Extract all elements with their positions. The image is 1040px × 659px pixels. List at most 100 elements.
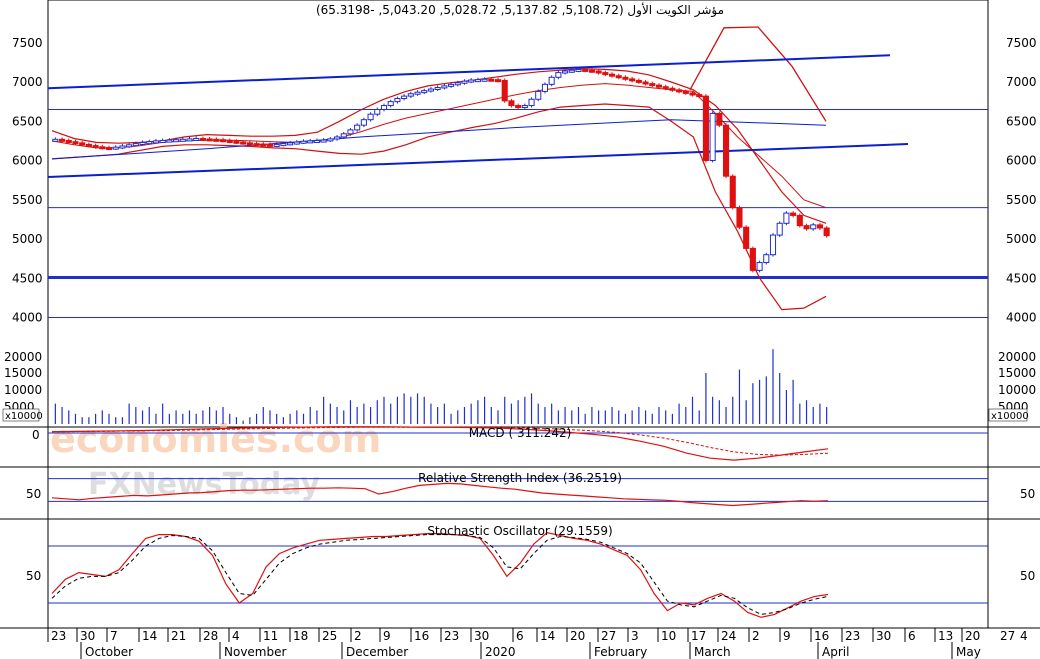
x-day-label: 16 bbox=[814, 629, 829, 643]
stochastic-k-line bbox=[51, 532, 829, 618]
chart-title: مؤشر الكويت الأول (5,108.72, 5,137.82, 5… bbox=[316, 2, 724, 18]
candle-body bbox=[407, 93, 414, 97]
volume-tick-right: 15000 bbox=[998, 366, 1036, 380]
x-day-label: 21 bbox=[171, 629, 186, 643]
price-tick-right: 7500 bbox=[1006, 36, 1037, 50]
volume-tick-right: 20000 bbox=[998, 350, 1036, 364]
x-day-label: 23 bbox=[444, 629, 459, 643]
candle-body bbox=[307, 140, 314, 144]
x-day-label: 2 bbox=[354, 629, 362, 643]
candle-body bbox=[582, 68, 589, 72]
candle-body bbox=[320, 139, 327, 143]
price-tick-right: 5000 bbox=[1006, 232, 1037, 246]
candle-body bbox=[280, 143, 287, 147]
candle-body bbox=[293, 141, 300, 145]
candle-body bbox=[99, 146, 106, 150]
x-day-label: 27 bbox=[601, 629, 616, 643]
stochastic-tick-left: 50 bbox=[26, 569, 41, 583]
candle-body bbox=[159, 139, 166, 143]
candle-body bbox=[608, 73, 616, 77]
macd-line bbox=[51, 426, 829, 461]
price-tick-right: 5500 bbox=[1006, 193, 1037, 207]
candle-body bbox=[119, 145, 126, 149]
candle-body bbox=[736, 207, 743, 228]
bollinger-spike bbox=[689, 26, 827, 122]
candle-body bbox=[749, 247, 756, 271]
candle-body bbox=[474, 79, 481, 83]
candle-body bbox=[380, 105, 388, 110]
candle-body bbox=[783, 212, 790, 224]
x-month-label: November bbox=[224, 645, 286, 659]
candle-body bbox=[655, 84, 663, 88]
candle-body bbox=[568, 69, 575, 73]
x-month-label: October bbox=[85, 645, 133, 659]
price-tick-left: 4000 bbox=[12, 311, 43, 325]
macd-title: MACD ( 311.242) bbox=[469, 426, 572, 440]
price-tick-right: 7000 bbox=[1006, 75, 1037, 89]
candle-body bbox=[166, 139, 173, 143]
candle-body bbox=[253, 143, 260, 147]
candle-body bbox=[555, 72, 562, 78]
candle-body bbox=[186, 138, 193, 142]
candle-body bbox=[541, 83, 549, 92]
x-month-label: 2020 bbox=[485, 645, 516, 659]
x-day-label: 4 bbox=[232, 629, 240, 643]
candle-body bbox=[468, 79, 475, 83]
candle-body bbox=[193, 138, 200, 142]
volume-unit-left: x10000 bbox=[5, 411, 43, 422]
x-day-label: 20 bbox=[570, 629, 585, 643]
macd-tick-left: 0 bbox=[32, 428, 40, 442]
volume-tick-left: 15000 bbox=[4, 366, 42, 380]
candle-body bbox=[313, 139, 320, 143]
candle-body bbox=[273, 143, 280, 147]
candle-body bbox=[729, 175, 736, 209]
candle-body bbox=[327, 138, 334, 142]
candle-body bbox=[226, 139, 233, 143]
candle-body bbox=[233, 140, 240, 144]
candle-body bbox=[287, 142, 294, 146]
price-tick-right: 4000 bbox=[1006, 311, 1037, 325]
volume-unit-box-left bbox=[2, 408, 40, 422]
x-month-label: May bbox=[956, 645, 981, 659]
x-day-label: 30 bbox=[876, 629, 891, 643]
stochastic-d-line bbox=[51, 534, 829, 615]
price-tick-left: 5000 bbox=[12, 232, 43, 246]
candle-body bbox=[515, 105, 522, 109]
candle-body bbox=[246, 142, 253, 146]
volume-tick-right: 10000 bbox=[998, 383, 1036, 397]
volume-unit-right: x10000 bbox=[991, 411, 1029, 422]
candle-body bbox=[401, 95, 408, 99]
stochastic-title: Stochastic Oscillator (29.1559) bbox=[427, 524, 612, 538]
x-month-label: February bbox=[594, 645, 647, 659]
candle-body bbox=[823, 227, 830, 237]
bollinger-upper bbox=[51, 68, 827, 224]
candle-body bbox=[488, 78, 495, 82]
x-month-label: April bbox=[822, 645, 849, 659]
candle-body bbox=[790, 212, 797, 216]
candle-body bbox=[722, 124, 730, 177]
candle-body bbox=[65, 139, 72, 143]
candle-body bbox=[213, 138, 220, 142]
rsi-tick-left: 50 bbox=[26, 487, 41, 501]
candle-body bbox=[206, 138, 213, 142]
macd-signal-line bbox=[51, 426, 829, 456]
candle-body bbox=[199, 138, 206, 142]
candle-body bbox=[448, 83, 455, 87]
x-day-label: 28 bbox=[203, 629, 218, 643]
candle-body bbox=[179, 138, 186, 142]
candle-body bbox=[803, 225, 810, 230]
candle-body bbox=[575, 68, 582, 72]
candle-body bbox=[548, 76, 555, 85]
candle-body bbox=[374, 108, 381, 115]
candle-body bbox=[501, 79, 508, 102]
candle-body bbox=[776, 222, 783, 236]
candle-body bbox=[709, 112, 716, 161]
candle-body bbox=[494, 79, 502, 83]
candle-body bbox=[152, 140, 160, 144]
candle-body bbox=[535, 90, 542, 100]
price-tick-right: 6000 bbox=[1006, 154, 1037, 168]
candle-body bbox=[796, 214, 803, 227]
x-day-label: 25 bbox=[322, 629, 337, 643]
candle-body bbox=[696, 94, 703, 98]
price-tick-left: 7500 bbox=[12, 36, 43, 50]
